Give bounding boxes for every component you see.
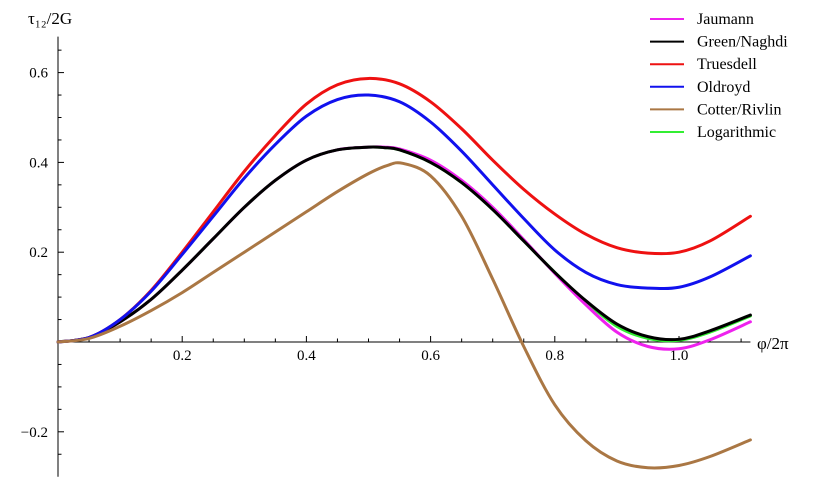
legend-label: Green/Naghdi xyxy=(697,34,788,51)
series-line-oldroyd xyxy=(56,93,752,344)
legend-label: Cotter/Rivlin xyxy=(697,101,781,118)
x-tick-label: 0.2 xyxy=(173,348,192,364)
legend-label: Oldroyd xyxy=(697,79,750,96)
y-tick-label: 0.6 xyxy=(29,66,48,82)
legend-label: Jaumann xyxy=(697,11,754,28)
y-axis-title: τ₁₂/2G xyxy=(28,9,72,28)
series-line-cotter-rivlin xyxy=(56,161,752,470)
legend-item: Jaumann xyxy=(650,11,754,28)
legend-item: Green/Naghdi xyxy=(650,34,788,51)
axes: 0.2 0.4 0.6 0.8 1.0 −0.2 0.2 0.4 0.6 xyxy=(21,36,751,477)
x-tick-label: 0.8 xyxy=(545,348,564,364)
x-tick-label: 0.6 xyxy=(421,348,440,364)
series-line-logarithmic xyxy=(56,145,752,344)
y-tick-label: −0.2 xyxy=(21,425,48,441)
legend-item: Truesdell xyxy=(650,56,757,73)
legend-item: Cotter/Rivlin xyxy=(650,101,781,118)
series-line-green-naghdi xyxy=(56,145,752,344)
y-tick-label: 0.4 xyxy=(29,155,48,171)
series-line-jaumann xyxy=(56,145,752,351)
x-axis-title: φ/2π xyxy=(757,334,789,353)
legend-item: Logarithmic xyxy=(650,124,776,141)
legend: Jaumann Green/Naghdi Truesdell Oldroyd Cotte… xyxy=(650,11,788,141)
legend-label: Logarithmic xyxy=(697,124,776,141)
legend-item: Oldroyd xyxy=(650,79,750,96)
y-tick-label: 0.2 xyxy=(29,245,48,261)
x-tick-label: 1.0 xyxy=(670,348,689,364)
x-tick-label: 0.4 xyxy=(297,348,316,364)
legend-label: Truesdell xyxy=(697,56,757,73)
series-line-truesdell xyxy=(56,76,752,344)
series-layer xyxy=(56,76,752,470)
